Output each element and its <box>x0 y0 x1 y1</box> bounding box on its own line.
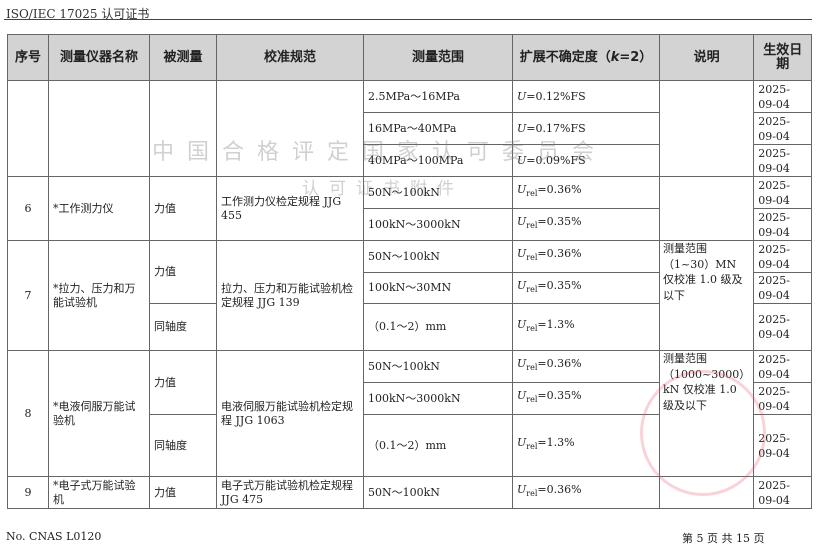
cell-no: 6 <box>7 176 49 241</box>
table-row: 100kN～3000kN Urel=0.35% 2025-09-04 <box>8 382 813 415</box>
cell-date: 2025-09-04 <box>753 272 813 304</box>
cell-uncertainty: Urel=0.36% <box>512 240 660 273</box>
table-row: 9 *电子式万能试验机 力值 电子式万能试验机检定规程 JJG 475 50N～… <box>7 476 813 509</box>
table-row: 同轴度 （0.1～2）mm Urel=1.3% 2025-09-04 <box>8 414 813 477</box>
cell-note: 测量范围（1000~3000）kN 仅校准 1.0 级及以下 <box>658 350 755 477</box>
cell-date: 2025-09-04 <box>753 144 813 177</box>
cell-spec <box>216 80 364 177</box>
cell-date: 2025-09-04 <box>753 414 813 477</box>
document-number: No. CNAS L0120 <box>6 530 102 543</box>
cell-no: 7 <box>7 240 49 351</box>
cell-uncertainty: Urel=0.35% <box>512 208 660 241</box>
cell-uncertainty: U=0.09%FS <box>512 144 660 177</box>
cell-uncertainty: Urel=0.36% <box>512 350 660 383</box>
table-row: 100kN～30MN Urel=0.35% 2025-09-04 <box>8 272 813 304</box>
cell-note <box>658 476 755 509</box>
table-header-row: 序号 测量仪器名称 被测量 校准规范 测量范围 扩展不确定度（k=2） 说明 生… <box>7 34 813 81</box>
cell-name: *电子式万能试验机 <box>48 476 150 509</box>
cell-range: 16MPa～40MPa <box>363 112 513 145</box>
cell-range: 2.5MPa～16MPa <box>363 80 513 113</box>
cell-quantity: 同轴度 <box>149 303 217 351</box>
cell-range: 50N～100kN <box>363 176 513 209</box>
cell-date: 2025-09-04 <box>753 476 813 509</box>
cell-uncertainty: Urel=1.3% <box>512 303 660 351</box>
cell-no <box>7 80 49 177</box>
cell-quantity: 力值 <box>149 176 217 241</box>
cell-date: 2025-09-04 <box>753 382 813 415</box>
cell-date: 2025-09-04 <box>753 80 813 113</box>
cell-date: 2025-09-04 <box>753 112 813 145</box>
cell-quantity: 力值 <box>149 240 217 304</box>
cell-spec: 工作测力仪检定规程 JJG 455 <box>216 176 364 241</box>
cell-range: （0.1～2）mm <box>363 303 513 351</box>
cell-spec: 拉力、压力和万能试验机检定规程 JJG 139 <box>216 240 364 351</box>
col-range: 测量范围 <box>363 34 513 81</box>
cell-name <box>48 80 150 177</box>
cell-range: 50N～100kN <box>363 350 513 383</box>
cell-range: 50N～100kN <box>363 476 513 509</box>
cell-name: *拉力、压力和万能试验机 <box>48 240 150 351</box>
col-name: 测量仪器名称 <box>48 34 150 81</box>
cell-uncertainty: Urel=0.35% <box>512 272 660 304</box>
cell-range: 100kN～3000kN <box>363 382 513 415</box>
header-divider <box>4 19 812 20</box>
cell-no: 9 <box>7 476 49 509</box>
cell-no: 8 <box>7 350 49 477</box>
cell-uncertainty: Urel=0.35% <box>512 382 660 415</box>
col-date: 生效日期 <box>753 34 813 81</box>
document-header: ISO/IEC 17025 认可证书 <box>6 7 150 21</box>
table-row: 100kN～3000kN Urel=0.35% 2025-09-04 <box>8 208 813 241</box>
cell-date: 2025-09-04 <box>753 350 813 383</box>
cell-quantity: 力值 <box>149 350 217 415</box>
cell-uncertainty: Urel=0.36% <box>512 176 660 209</box>
cell-name: *电液伺服万能试验机 <box>48 350 150 477</box>
cell-date: 2025-09-04 <box>753 176 813 209</box>
table-row: 7 *拉力、压力和万能试验机 力值 拉力、压力和万能试验机检定规程 JJG 13… <box>7 240 813 351</box>
cell-range: （0.1～2）mm <box>363 414 513 477</box>
cell-range: 100kN～3000kN <box>363 208 513 241</box>
cell-range: 40MPa～100MPa <box>363 144 513 177</box>
cell-uncertainty: Urel=0.36% <box>512 476 660 509</box>
table-row: 2.5MPa～16MPa U=0.12%FS 2025-09-04 <box>7 80 813 177</box>
cell-uncertainty: U=0.17%FS <box>512 112 660 145</box>
cell-note <box>658 80 755 177</box>
accreditation-table: 序号 测量仪器名称 被测量 校准规范 测量范围 扩展不确定度（k=2） 说明 生… <box>7 34 813 509</box>
cell-date: 2025-09-04 <box>753 303 813 351</box>
col-no: 序号 <box>7 34 49 81</box>
col-spec: 校准规范 <box>216 34 364 81</box>
cell-date: 2025-09-04 <box>753 240 813 273</box>
cell-uncertainty: U=0.12%FS <box>512 80 660 113</box>
table-row: 16MPa～40MPa U=0.17%FS 2025-09-04 <box>8 112 813 145</box>
table-row: 同轴度 （0.1～2）mm Urel=1.3% 2025-09-04 <box>8 303 813 351</box>
page-number: 第 5 页 共 15 页 <box>682 532 765 545</box>
table-row: 8 *电液伺服万能试验机 力值 电液伺服万能试验机检定规程 JJG 1063 5… <box>7 350 813 477</box>
cell-spec: 电液伺服万能试验机检定规程 JJG 1063 <box>216 350 364 477</box>
cell-range: 50N～100kN <box>363 240 513 273</box>
cell-quantity: 同轴度 <box>149 414 217 477</box>
cell-date: 2025-09-04 <box>753 208 813 241</box>
cell-spec: 电子式万能试验机检定规程 JJG 475 <box>216 476 364 509</box>
cell-name: *工作测力仪 <box>48 176 150 241</box>
col-uncertainty: 扩展不确定度（k=2） <box>512 34 660 81</box>
table-row: 6 *工作测力仪 力值 工作测力仪检定规程 JJG 455 50N～100kN … <box>7 176 813 241</box>
cell-quantity <box>149 80 217 177</box>
cell-note <box>658 176 755 241</box>
col-note: 说明 <box>658 34 755 81</box>
col-quantity: 被测量 <box>149 34 217 81</box>
cell-range: 100kN～30MN <box>363 272 513 304</box>
cell-quantity: 力值 <box>149 476 217 509</box>
cell-uncertainty: Urel=1.3% <box>512 414 660 477</box>
cell-note: 测量范围（1~30）MN 仅校准 1.0 级及以下 <box>658 240 755 351</box>
